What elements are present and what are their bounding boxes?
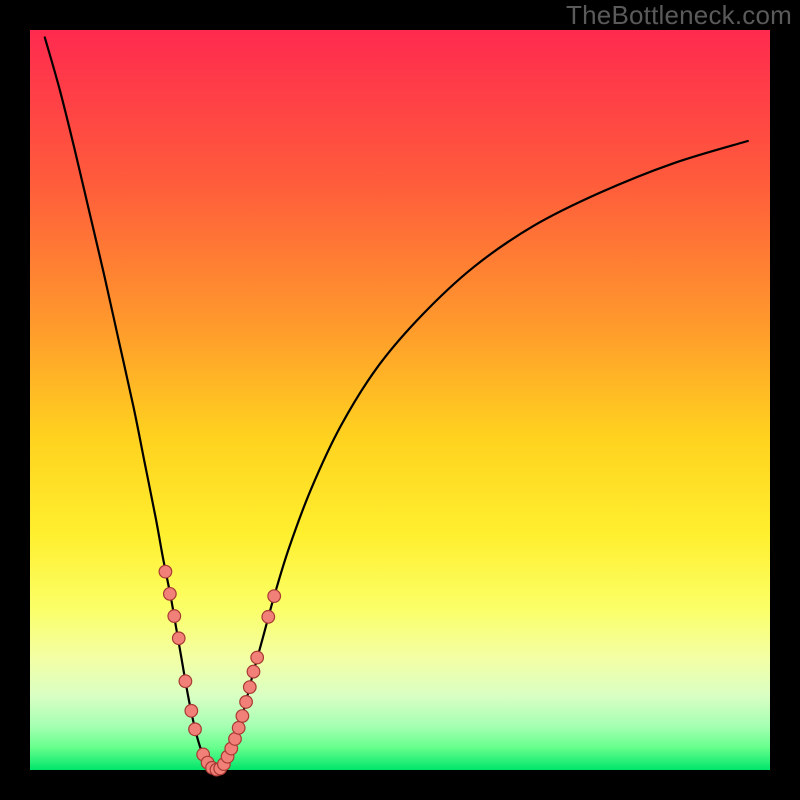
data-marker [185, 705, 198, 718]
data-marker [159, 565, 172, 578]
data-marker [164, 588, 177, 601]
data-marker [168, 610, 181, 623]
data-marker [240, 696, 253, 709]
data-marker [172, 632, 185, 645]
data-marker [236, 710, 249, 723]
chart-svg [0, 0, 800, 800]
data-marker [189, 723, 202, 736]
data-marker [251, 651, 264, 664]
data-marker [179, 675, 192, 688]
data-marker [243, 681, 256, 694]
data-marker [247, 665, 260, 678]
data-marker [232, 722, 245, 735]
plot-background [30, 30, 770, 770]
watermark-text: TheBottleneck.com [566, 0, 792, 31]
stage: TheBottleneck.com [0, 0, 800, 800]
data-marker [268, 590, 281, 603]
data-marker [262, 611, 275, 624]
